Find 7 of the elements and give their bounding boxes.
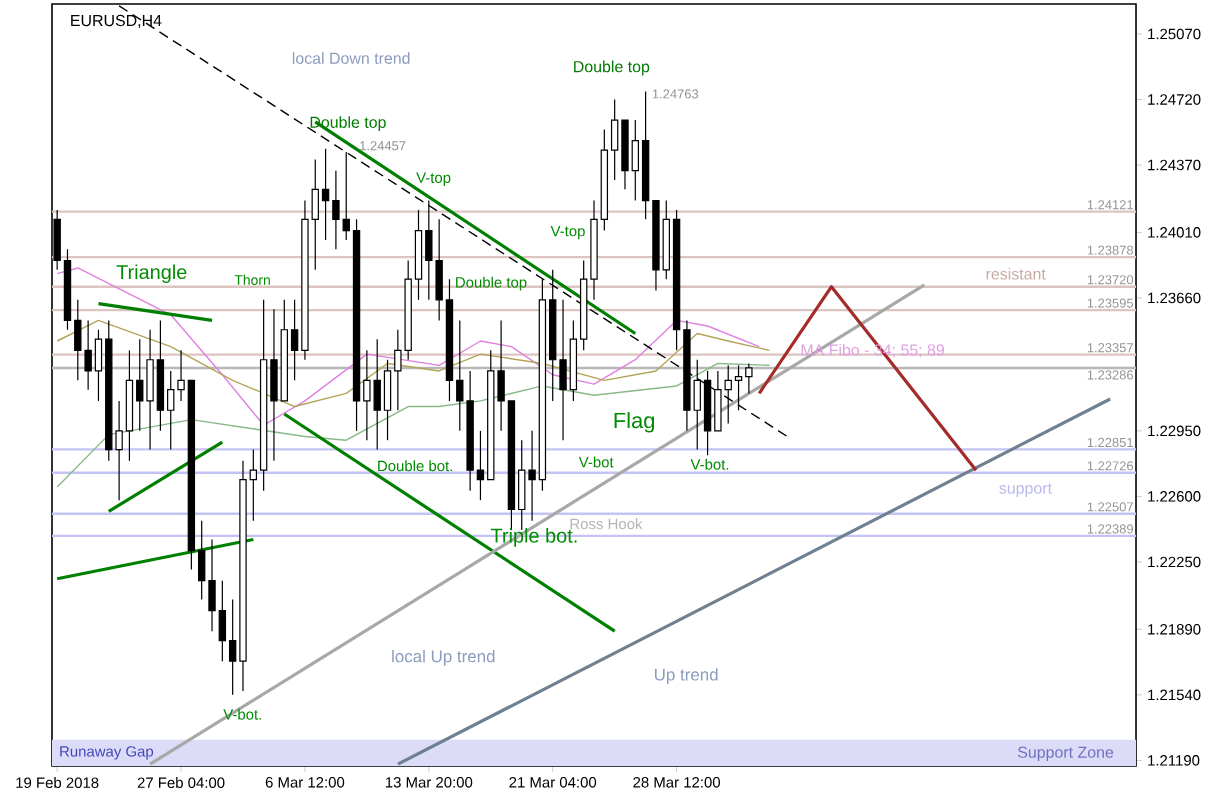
annotation: Triple bot. [490, 528, 577, 547]
annotation: local Up trend [392, 649, 495, 666]
annotation: Flag [614, 412, 655, 433]
annotation: Up trend [654, 668, 718, 684]
line-series [56, 362, 771, 488]
annotation: Triangle [116, 264, 187, 284]
line-series [56, 319, 771, 408]
